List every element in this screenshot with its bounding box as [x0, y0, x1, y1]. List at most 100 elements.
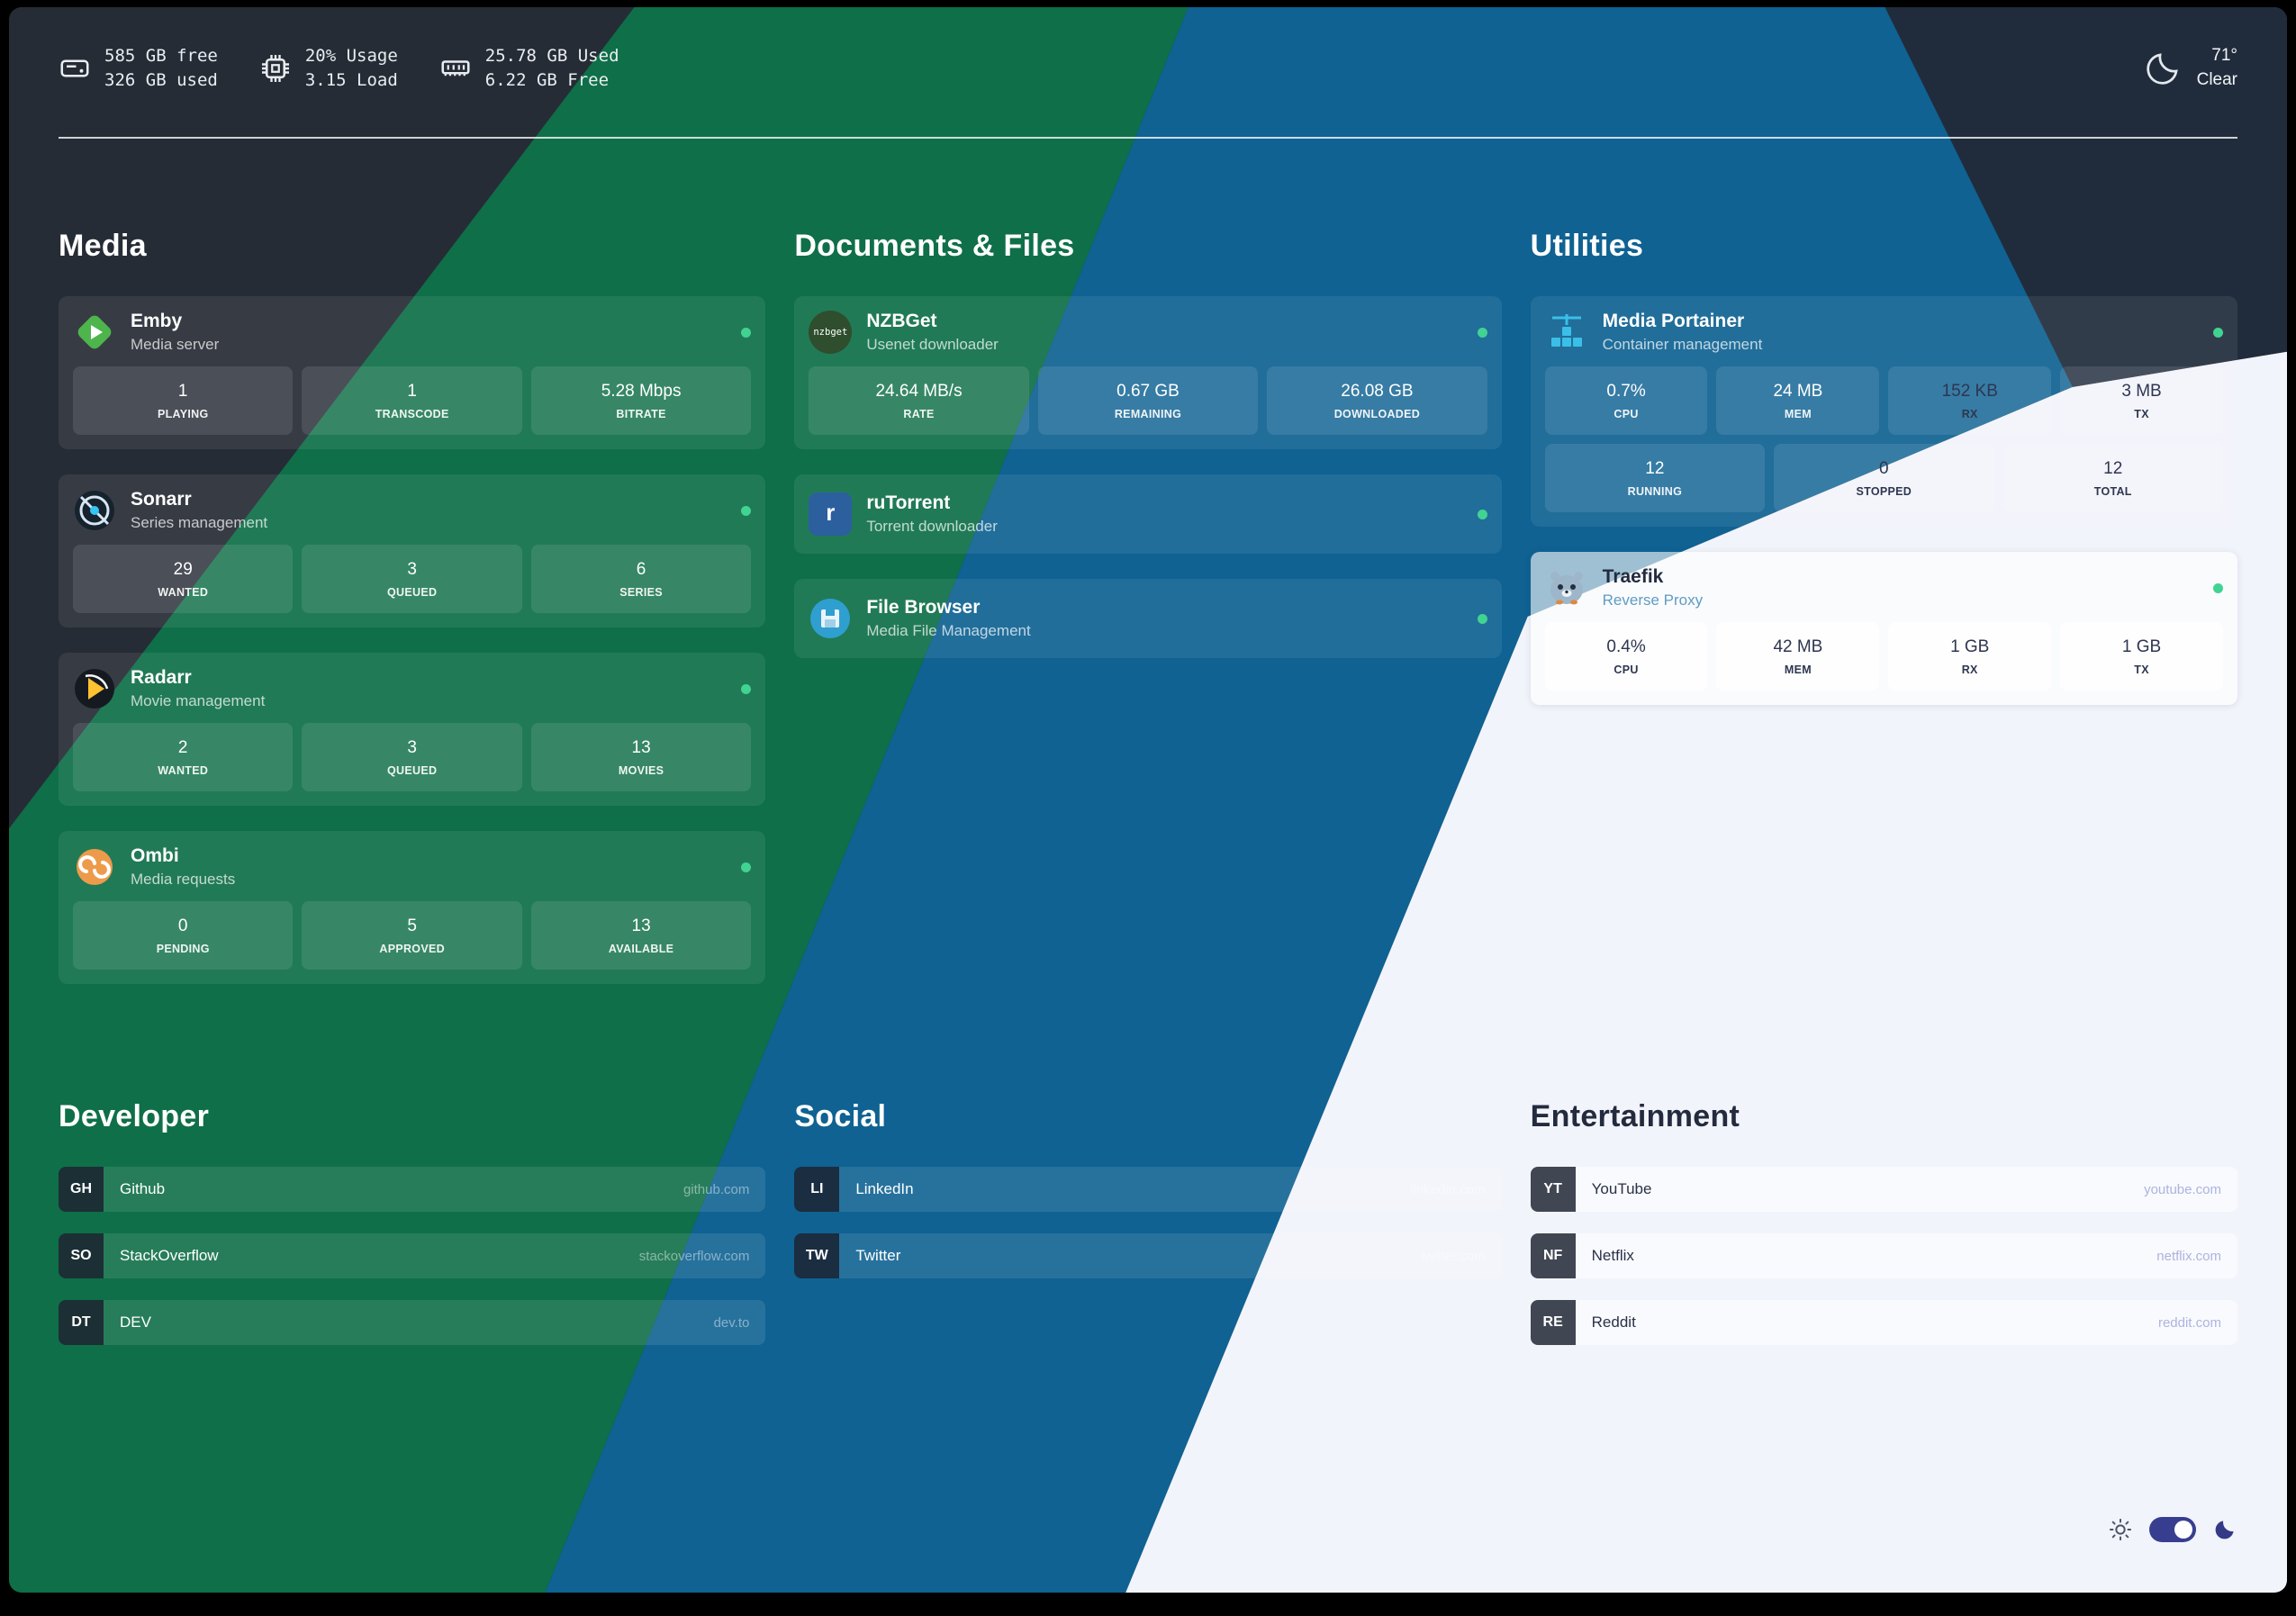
traefik-icon — [1545, 566, 1588, 609]
service-description: Series management — [131, 514, 268, 531]
service-name: Radarr — [131, 667, 192, 688]
stat-wanted: 2 WANTED — [73, 723, 294, 791]
service-stats: 1 PLAYING 1 TRANSCODE 5.28 Mbps BITRATE — [73, 366, 752, 435]
memory-free: 6.22 GB Free — [484, 70, 610, 90]
status-dot — [741, 683, 752, 694]
bookmark-abbr: DT — [59, 1300, 104, 1345]
service-card-ombi[interactable]: Ombi Media requests 0 PENDING 5 APPROVED 1… — [59, 831, 766, 984]
memory-widget: 25.78 GB Used 6.22 GB Free — [439, 44, 619, 93]
bookmark-linkedin[interactable]: LI LinkedIn linkedin.com — [794, 1167, 1502, 1212]
status-dot — [741, 862, 752, 872]
moon-icon — [2146, 53, 2178, 85]
service-card-rutorrent[interactable]: r ruTorrent Torrent downloader — [794, 474, 1502, 554]
stat-running: 12 RUNNING — [1544, 444, 1766, 512]
bookmark-url: netflix.com — [2156, 1248, 2221, 1264]
dark-moon-icon — [2215, 1521, 2234, 1539]
service-stats-row1: 0.7% CPU 24 MB MEM 152 KB RX 3 MB TX — [1544, 366, 2223, 435]
bookmark-abbr: YT — [1530, 1167, 1576, 1212]
portainer-icon — [1545, 311, 1588, 354]
service-card-portainer[interactable]: Media Portainer Container management 0.7… — [1530, 296, 2237, 527]
service-description: Usenet downloader — [866, 336, 999, 353]
section-media: Media Emby Media server 1 PLAYING — [59, 229, 766, 984]
section-social: Social LI LinkedIn linkedin.com TW Twitt… — [794, 1099, 1502, 1345]
bookmark-netflix[interactable]: NF Netflix netflix.com — [1530, 1233, 2237, 1278]
service-stats: 24.64 MB/s RATE 0.67 GB REMAINING 26.08 GB… — [809, 366, 1487, 435]
disk-icon — [60, 59, 89, 77]
stat-rx: 152 KB RX — [1888, 366, 2052, 435]
bookmark-abbr: NF — [1530, 1233, 1576, 1278]
service-card-filebrowser[interactable]: File Browser Media File Management — [794, 579, 1502, 658]
stat-cpu: 0.4% CPU — [1544, 622, 1708, 691]
bookmark-url: stackoverflow.com — [638, 1248, 750, 1264]
service-name: ruTorrent — [866, 492, 951, 513]
sonarr-icon — [73, 489, 116, 532]
stat-wanted: 29 WANTED — [73, 545, 294, 613]
section-title: Social — [794, 1099, 887, 1133]
stat-mem: 24 MB MEM — [1716, 366, 1880, 435]
dark-mode-toggle[interactable] — [2149, 1517, 2196, 1542]
status-dot — [741, 505, 752, 516]
service-card-traefik[interactable]: Traefik Reverse Proxy 0.4% CPU 42 MB MEM 1… — [1530, 552, 2237, 705]
bookmark-abbr: RE — [1530, 1300, 1576, 1345]
status-dot — [2212, 582, 2223, 593]
stat-transcode: 1 TRANSCODE — [302, 366, 522, 435]
bookmark-name: DEV — [120, 1314, 151, 1331]
section-developer: Developer GH Github github.com SO StackO… — [59, 1099, 766, 1345]
stat-playing: 1 PLAYING — [73, 366, 294, 435]
stat-mem: 42 MB MEM — [1716, 622, 1880, 691]
service-card-nzbget[interactable]: nzbget NZBGet Usenet downloader 24.64 MB… — [794, 296, 1502, 449]
service-name: Traefik — [1602, 566, 1664, 587]
service-description: Media requests — [131, 871, 236, 888]
nzbget-icon: nzbget — [809, 311, 853, 354]
weather-condition: Clear — [2196, 70, 2237, 89]
status-dot — [741, 327, 752, 338]
cpu-icon — [261, 55, 289, 82]
bookmark-name: StackOverflow — [120, 1247, 219, 1264]
bookmarks-area: Developer GH Github github.com SO StackO… — [9, 1099, 2287, 1345]
header-divider — [59, 137, 2237, 139]
stat-available: 13 AVAILABLE — [530, 901, 752, 970]
service-card-emby[interactable]: Emby Media server 1 PLAYING 1 TRANSCODE 5.… — [59, 296, 766, 449]
cpu-widget: 20% Usage 3.15 Load — [259, 44, 398, 93]
stat-remaining: 0.67 GB REMAINING — [1037, 366, 1259, 435]
stat-downloaded: 26.08 GB DOWNLOADED — [1267, 366, 1487, 435]
bookmark-url: twitter.com — [1420, 1248, 1486, 1264]
section-title: Developer — [59, 1099, 210, 1133]
rutorrent-icon: r — [809, 492, 853, 536]
bookmark-name: Reddit — [1591, 1314, 1636, 1331]
stat-bitrate: 5.28 Mbps BITRATE — [530, 366, 752, 435]
stat-total: 12 TOTAL — [2002, 444, 2223, 512]
bookmark-dev[interactable]: DT DEV dev.to — [59, 1300, 766, 1345]
bookmark-name: Github — [120, 1180, 166, 1197]
service-stats: 29 WANTED 3 QUEUED 6 SERIES — [73, 545, 752, 613]
top-bar: 585 GB free 326 GB used 20% Usage 3.15 L… — [9, 7, 2287, 97]
section-title: Documents & Files — [794, 229, 1075, 263]
section-title: Utilities — [1530, 229, 1644, 263]
bookmark-url: github.com — [682, 1181, 750, 1197]
service-name: Media Portainer — [1602, 311, 1745, 331]
stat-approved: 5 APPROVED — [302, 901, 522, 970]
bookmark-reddit[interactable]: RE Reddit reddit.com — [1530, 1300, 2237, 1345]
stat-cpu: 0.7% CPU — [1544, 366, 1708, 435]
bookmark-stackoverflow[interactable]: SO StackOverflow stackoverflow.com — [59, 1233, 766, 1278]
service-description: Media server — [131, 336, 220, 353]
bookmark-name: Netflix — [1591, 1247, 1634, 1264]
status-dot — [1477, 327, 1487, 338]
stat-rx: 1 GB RX — [1888, 622, 2052, 691]
service-stats: 2 WANTED 3 QUEUED 13 MOVIES — [73, 723, 752, 791]
service-description: Movie management — [131, 692, 266, 709]
bookmark-github[interactable]: GH Github github.com — [59, 1167, 766, 1212]
theme-controls — [2108, 1517, 2237, 1542]
stat-pending: 0 PENDING — [73, 901, 294, 970]
stat-series: 6 SERIES — [530, 545, 752, 613]
weather-widget: 71° Clear — [2143, 44, 2237, 93]
sun-icon — [2109, 1518, 2132, 1541]
bookmark-abbr: LI — [794, 1167, 840, 1212]
stat-rate: 24.64 MB/s RATE — [809, 366, 1029, 435]
memory-icon — [441, 60, 470, 77]
bookmark-twitter[interactable]: TW Twitter twitter.com — [794, 1233, 1502, 1278]
service-description: Reverse Proxy — [1602, 591, 1704, 609]
service-card-radarr[interactable]: Radarr Movie management 2 WANTED 3 QUEUED … — [59, 653, 766, 806]
service-card-sonarr[interactable]: Sonarr Series management 29 WANTED 3 QUEUE… — [59, 474, 766, 627]
bookmark-youtube[interactable]: YT YouTube youtube.com — [1530, 1167, 2237, 1212]
